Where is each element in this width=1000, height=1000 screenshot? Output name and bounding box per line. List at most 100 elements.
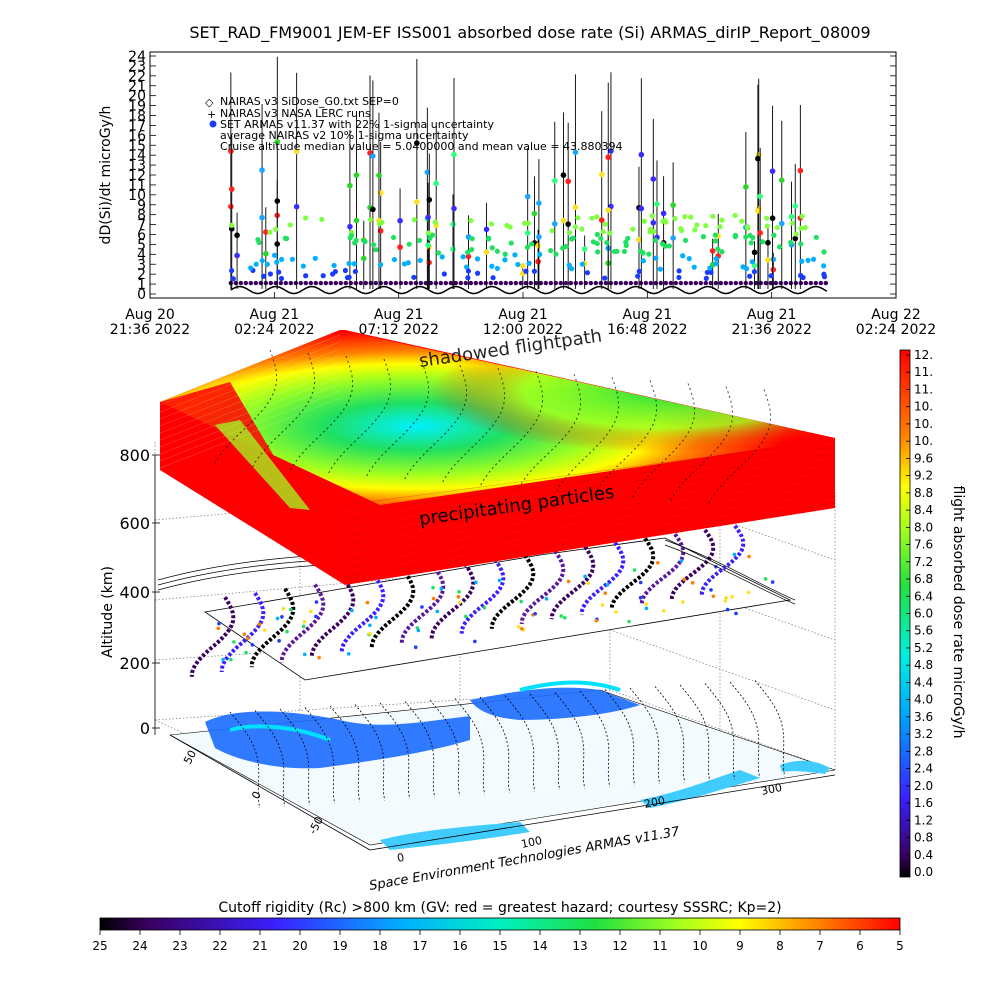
armas-point bbox=[426, 197, 433, 203]
armas-point bbox=[513, 280, 519, 286]
slab-layer bbox=[159, 334, 341, 406]
armas-point bbox=[691, 264, 697, 270]
slab-track bbox=[707, 389, 772, 505]
armas-point bbox=[465, 253, 472, 260]
armas-point bbox=[274, 259, 280, 265]
armas-point bbox=[650, 219, 657, 226]
armas-point bbox=[473, 280, 479, 286]
orbit-track bbox=[609, 537, 656, 610]
orbit-point bbox=[217, 621, 221, 626]
armas-point bbox=[229, 222, 235, 228]
orbit-point bbox=[533, 611, 537, 616]
y-tick-label: 17 bbox=[128, 118, 146, 134]
armas-point bbox=[628, 280, 634, 286]
armas-point bbox=[774, 224, 780, 231]
orbit-point bbox=[314, 600, 319, 604]
armas-point bbox=[708, 280, 714, 286]
orbit-point bbox=[416, 628, 421, 633]
x-tick-label-date: Aug 21 bbox=[250, 307, 300, 323]
armas-point bbox=[579, 226, 585, 232]
armas-point bbox=[770, 256, 777, 263]
colorbar-tick-label: 5.2 bbox=[914, 641, 933, 655]
map-track bbox=[579, 690, 610, 788]
y-tick-label: 13 bbox=[128, 158, 146, 174]
armas-point bbox=[424, 169, 431, 176]
armas-point bbox=[379, 219, 385, 225]
orbit-point bbox=[456, 595, 461, 599]
map-track bbox=[529, 693, 560, 791]
x-tick-label-date: Aug 21 bbox=[374, 307, 424, 323]
x-tick-label-time: 12:00 2022 bbox=[483, 322, 563, 338]
armas-point bbox=[575, 215, 581, 221]
armas-point bbox=[623, 280, 629, 286]
armas-point bbox=[370, 206, 376, 213]
orbit-point bbox=[497, 578, 502, 583]
armas-point bbox=[485, 236, 492, 242]
armas-point bbox=[489, 245, 495, 251]
orbit-point bbox=[420, 605, 424, 609]
armas-point bbox=[572, 149, 579, 156]
armas-point bbox=[568, 280, 574, 286]
x-tick-label-date: Aug 22 bbox=[871, 307, 921, 323]
armas-point bbox=[743, 184, 749, 190]
armas-point bbox=[578, 280, 584, 286]
armas-point bbox=[709, 248, 716, 254]
armas-point bbox=[608, 148, 614, 154]
armas-point bbox=[493, 280, 499, 286]
armas-point bbox=[572, 224, 579, 230]
armas-point bbox=[799, 258, 805, 264]
armas-point bbox=[751, 262, 758, 269]
orbit-point bbox=[317, 655, 321, 660]
armas-point bbox=[463, 280, 469, 286]
armas-point bbox=[352, 240, 358, 246]
armas-point bbox=[298, 280, 304, 286]
armas-point bbox=[273, 226, 279, 232]
armas-point bbox=[719, 217, 725, 223]
y-tick-label: 2 bbox=[137, 267, 146, 283]
map-tracks bbox=[229, 680, 785, 809]
armas-point bbox=[605, 154, 612, 161]
armas-point bbox=[638, 280, 644, 286]
orbit-point bbox=[473, 639, 477, 644]
armas-point bbox=[279, 256, 285, 262]
map-track bbox=[679, 684, 710, 782]
armas-point bbox=[768, 273, 774, 279]
armas-point bbox=[531, 268, 538, 274]
orbit-track bbox=[579, 541, 626, 615]
colorbar-tick-label: 7.6 bbox=[914, 538, 933, 552]
armas-point bbox=[548, 280, 554, 286]
orbit-point bbox=[413, 645, 418, 650]
armas-point bbox=[348, 280, 354, 286]
armas-point bbox=[738, 280, 744, 286]
armas-point bbox=[502, 257, 508, 263]
armas-point bbox=[765, 257, 771, 263]
armas-point bbox=[598, 171, 605, 178]
y-tick-label: 6 bbox=[137, 228, 146, 244]
y-tick-label: 12 bbox=[128, 168, 146, 184]
x-tick-label-time: 21:36 2022 bbox=[110, 322, 190, 338]
colorbar-tick-label: 0.4 bbox=[914, 848, 933, 862]
orbit-point bbox=[763, 577, 768, 581]
colorbar-tick-label: 8.0 bbox=[914, 520, 933, 534]
armas-point bbox=[353, 172, 360, 178]
orbit-point bbox=[711, 594, 716, 599]
armas-point bbox=[663, 280, 669, 286]
armas-point bbox=[253, 280, 259, 286]
slab-layer bbox=[344, 474, 836, 546]
armas-point bbox=[347, 223, 353, 230]
rigidity-tick-label: 14 bbox=[532, 939, 547, 953]
armas-point bbox=[623, 239, 629, 245]
armas-point bbox=[508, 280, 514, 286]
armas-point bbox=[425, 230, 432, 236]
map-track bbox=[479, 696, 510, 794]
armas-point bbox=[668, 280, 674, 286]
armas-point bbox=[351, 261, 357, 267]
armas-point bbox=[763, 280, 769, 286]
altitude-axis-label: Altitude (km) bbox=[100, 566, 116, 658]
slab-layer bbox=[159, 341, 341, 413]
armas-point bbox=[604, 239, 610, 246]
armas-point bbox=[438, 280, 444, 286]
armas-point bbox=[524, 230, 531, 236]
armas-point bbox=[560, 245, 566, 251]
armas-point bbox=[595, 249, 601, 255]
